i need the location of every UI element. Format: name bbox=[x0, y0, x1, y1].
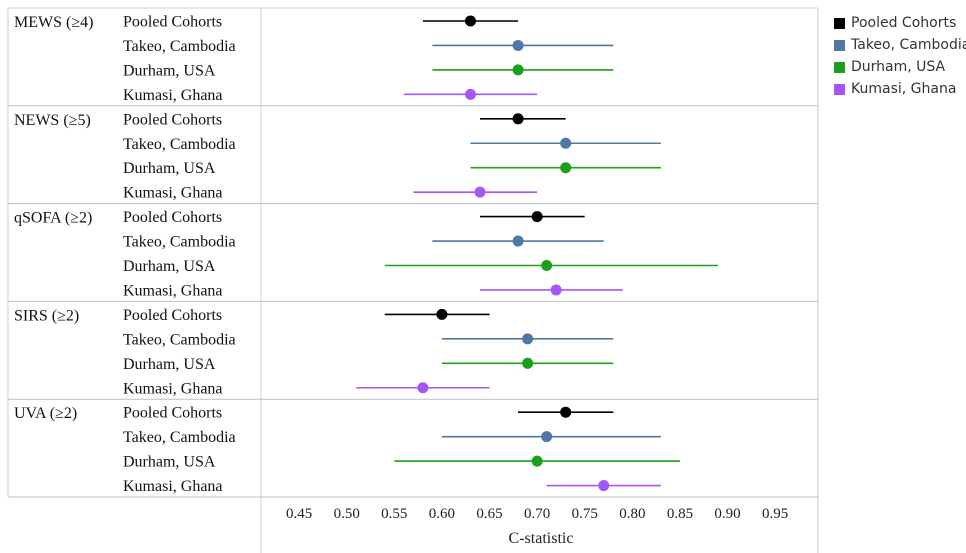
row-label: Kumasi, Ghana bbox=[123, 87, 223, 104]
x-tick-label: 0.80 bbox=[619, 506, 645, 522]
point-estimate bbox=[550, 284, 562, 296]
group-label: UVA (≥2) bbox=[14, 405, 77, 422]
point-estimate bbox=[436, 308, 448, 320]
row-label: Kumasi, Ghana bbox=[123, 478, 223, 495]
x-tick-label: 0.60 bbox=[429, 506, 455, 522]
point-estimate bbox=[512, 39, 524, 51]
legend-label: Kumasi, Ghana bbox=[851, 81, 957, 97]
x-axis: 0.45 0.50 0.55 0.60 0.65 0.70 0.75 0.80 0.85 0.90… bbox=[286, 506, 788, 522]
row-label: Takeo, Cambodia bbox=[123, 429, 236, 446]
row-label: Durham, USA bbox=[123, 258, 216, 275]
point-estimate bbox=[474, 186, 486, 198]
row-label: Takeo, Cambodia bbox=[123, 38, 236, 55]
legend-swatch bbox=[834, 17, 845, 29]
legend-label: Takeo, Cambodia bbox=[851, 37, 966, 53]
row-label: Kumasi, Ghana bbox=[123, 185, 223, 202]
row-label: Pooled Cohorts bbox=[123, 209, 222, 226]
point-estimate bbox=[531, 455, 543, 467]
x-tick-label: 0.50 bbox=[334, 506, 360, 522]
row-label: Takeo, Cambodia bbox=[123, 331, 236, 348]
point-estimate bbox=[512, 64, 524, 76]
point-estimate bbox=[531, 211, 543, 223]
x-tick-label: 0.45 bbox=[286, 506, 312, 522]
x-axis-label: C-statistic bbox=[509, 530, 574, 547]
point-estimate bbox=[464, 88, 476, 100]
row-label: Durham, USA bbox=[123, 454, 216, 471]
row-label: Durham, USA bbox=[123, 62, 216, 79]
point-estimate bbox=[598, 480, 610, 492]
group-label: SIRS (≥2) bbox=[14, 307, 79, 324]
x-tick-label: 0.75 bbox=[572, 506, 598, 522]
row-label: Takeo, Cambodia bbox=[123, 234, 236, 251]
row-label: Pooled Cohorts bbox=[123, 14, 222, 31]
point-estimate bbox=[541, 260, 553, 271]
legend: Pooled Cohorts Takeo, Cambodia Durham, USA… bbox=[834, 12, 966, 100]
row-label: Durham, USA bbox=[123, 160, 216, 177]
legend-label: Durham, USA bbox=[851, 59, 946, 75]
legend-label: Pooled Cohorts bbox=[851, 15, 957, 31]
legend-item: Pooled Cohorts bbox=[834, 12, 966, 34]
point-estimate bbox=[522, 357, 534, 369]
x-tick-label: 0.55 bbox=[381, 506, 407, 522]
row-labels: MEWS (≥4) Pooled Cohorts Takeo, Cambodia Du… bbox=[14, 14, 236, 496]
x-tick-label: 0.85 bbox=[667, 506, 693, 522]
x-tick-label: 0.95 bbox=[762, 506, 788, 522]
row-label: Durham, USA bbox=[123, 356, 216, 373]
row-label: Kumasi, Ghana bbox=[123, 282, 223, 299]
point-estimate bbox=[464, 15, 476, 27]
row-label: Kumasi, Ghana bbox=[123, 380, 223, 397]
point-estimate bbox=[560, 137, 572, 149]
point-estimate bbox=[560, 162, 572, 174]
legend-swatch bbox=[834, 61, 845, 73]
grid-lines bbox=[7, 7, 819, 553]
point-estimate bbox=[512, 113, 524, 125]
x-tick-label: 0.90 bbox=[714, 506, 740, 522]
row-label: Pooled Cohorts bbox=[123, 307, 222, 324]
point-estimate bbox=[541, 431, 553, 443]
point-estimate bbox=[417, 382, 429, 394]
point-estimate bbox=[522, 333, 534, 345]
legend-swatch bbox=[834, 83, 845, 95]
legend-swatch bbox=[834, 39, 845, 51]
point-estimate bbox=[512, 235, 524, 247]
x-tick-label: 0.65 bbox=[476, 506, 502, 522]
row-label: Takeo, Cambodia bbox=[123, 136, 236, 153]
legend-item: Takeo, Cambodia bbox=[834, 34, 966, 56]
legend-item: Durham, USA bbox=[834, 56, 966, 78]
group-label: MEWS (≥4) bbox=[14, 14, 93, 31]
row-label: Pooled Cohorts bbox=[123, 111, 222, 128]
x-tick-label: 0.70 bbox=[524, 506, 550, 522]
plot-marks bbox=[356, 15, 719, 492]
group-label: qSOFA (≥2) bbox=[14, 210, 92, 227]
row-label: Pooled Cohorts bbox=[123, 405, 222, 422]
legend-item: Kumasi, Ghana bbox=[834, 78, 966, 100]
point-estimate bbox=[560, 406, 572, 418]
group-label: NEWS (≥5) bbox=[14, 112, 91, 129]
